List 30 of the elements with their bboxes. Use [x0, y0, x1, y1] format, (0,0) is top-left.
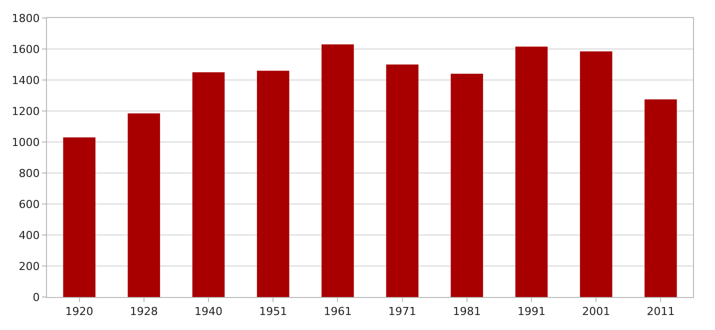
x-tick-label: 1951	[259, 305, 288, 318]
bar	[63, 137, 96, 297]
y-tick-label: 1800	[12, 12, 40, 25]
bar	[322, 44, 354, 297]
bar	[450, 74, 484, 297]
y-tick-label: 600	[18, 198, 40, 211]
y-tick-label: 200	[18, 260, 40, 273]
y-tick-label: 1400	[12, 74, 40, 87]
y-tick-label: 1600	[12, 42, 40, 56]
x-tick-label: 2011	[646, 305, 675, 318]
x-tick-label: 2001	[582, 305, 610, 318]
y-tick-label: 1200	[12, 104, 40, 118]
bar	[386, 64, 418, 297]
x-tick-label: 1991	[518, 305, 546, 318]
x-tick-label: 1928	[130, 305, 158, 318]
y-tick-label: 400	[18, 228, 40, 242]
bar	[128, 113, 160, 297]
y-tick-label: 1000	[12, 136, 40, 149]
x-tick-label: 1940	[194, 305, 222, 318]
x-tick-label: 1961	[324, 305, 352, 318]
bar	[644, 99, 677, 297]
bar	[192, 72, 225, 297]
y-tick-label: 800	[18, 166, 40, 180]
y-tick-label: 0	[32, 290, 40, 304]
x-tick-label: 1981	[452, 305, 481, 318]
x-tick-label: 1971	[388, 305, 416, 318]
bar	[515, 46, 548, 297]
x-tick-label: 1920	[65, 305, 94, 318]
bar	[580, 51, 612, 297]
bar	[256, 70, 290, 297]
